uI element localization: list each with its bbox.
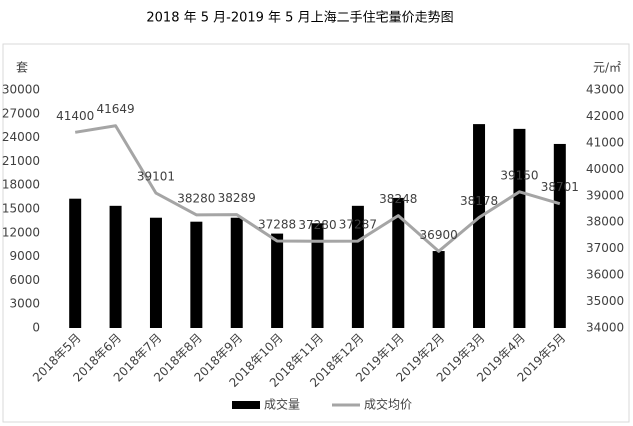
y2-tick-label: 41000 <box>586 135 624 149</box>
y-tick-label: 12000 <box>2 225 40 239</box>
y2-tick-label: 35000 <box>586 294 624 308</box>
bar <box>311 223 324 328</box>
y2-tick-label: 34000 <box>586 321 624 335</box>
bar <box>473 124 486 328</box>
data-label: 41649 <box>96 102 134 116</box>
data-label: 39150 <box>500 168 538 182</box>
bar <box>230 217 243 328</box>
data-label: 39101 <box>137 170 175 184</box>
data-label: 41400 <box>56 109 94 123</box>
bar <box>190 221 203 328</box>
y-tick-label: 6000 <box>9 273 40 287</box>
data-label: 38178 <box>460 194 498 208</box>
y-tick-label: 24000 <box>2 130 40 144</box>
y-tick-label: 15000 <box>2 202 40 216</box>
bar <box>149 217 162 328</box>
legend-label: 成交均价 <box>364 397 412 412</box>
y-tick-label: 9000 <box>9 249 40 263</box>
chart-border <box>2 43 630 423</box>
bar <box>432 251 445 328</box>
data-label: 38701 <box>541 180 579 194</box>
bar <box>109 205 122 328</box>
y2-tick-label: 38000 <box>586 215 624 229</box>
y-axis-title: 套 <box>16 61 28 75</box>
y2-tick-label: 37000 <box>586 241 624 255</box>
y2-tick-label: 40000 <box>586 162 624 176</box>
bar <box>553 143 566 328</box>
y2-tick-label: 42000 <box>586 109 624 123</box>
y2-tick-label: 39000 <box>586 188 624 202</box>
legend-label: 成交量 <box>264 397 300 412</box>
bar <box>351 205 364 328</box>
y-tick-label: 21000 <box>2 154 40 168</box>
data-label: 37280 <box>298 218 336 232</box>
data-label: 38289 <box>218 191 256 205</box>
data-label: 38248 <box>379 192 417 206</box>
bar <box>392 197 405 328</box>
legend-swatch <box>232 401 260 409</box>
y2-axis-title: 元/㎡ <box>593 61 621 75</box>
data-label: 38280 <box>177 191 215 205</box>
data-label: 36900 <box>420 228 458 242</box>
bar <box>271 233 284 328</box>
y-tick-label: 3000 <box>9 297 40 311</box>
y-tick-label: 0 <box>32 321 40 335</box>
y-tick-label: 18000 <box>2 178 40 192</box>
data-label: 37288 <box>258 218 296 232</box>
y-tick-label: 30000 <box>2 83 40 97</box>
y2-tick-label: 43000 <box>586 83 624 97</box>
y2-tick-label: 36000 <box>586 268 624 282</box>
y-tick-label: 27000 <box>2 106 40 120</box>
bar <box>513 128 526 328</box>
chart-title: 2018 年 5 月-2019 年 5 月上海二手住宅量价走势图 <box>146 10 453 26</box>
bar <box>69 198 82 328</box>
line <box>74 124 561 253</box>
data-label: 37287 <box>339 218 377 232</box>
